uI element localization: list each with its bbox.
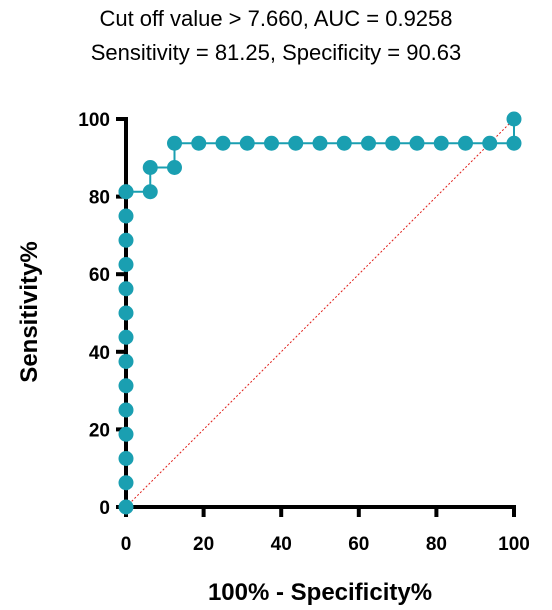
roc-data-point [118, 329, 134, 345]
tick-labels: 0 20 40 60 80 100 0 20 40 60 80 100 [78, 110, 530, 555]
chart-title: Cut off value > 7.660, AUC = 0.9258 [99, 6, 453, 31]
x-tick-label: 100 [498, 534, 530, 555]
roc-data-point [118, 426, 134, 442]
x-tick-label: 0 [121, 534, 132, 555]
roc-data-point [118, 402, 134, 418]
roc-data-point [167, 135, 182, 151]
y-tick-label: 0 [99, 498, 110, 519]
roc-data-point [264, 135, 279, 151]
roc-data-point [433, 135, 449, 151]
chart-subtitle: Sensitivity = 81.25, Specificity = 90.63 [90, 40, 462, 65]
reference-line-layer [125, 118, 515, 508]
roc-data-point [118, 499, 134, 515]
roc-data-point [312, 135, 328, 151]
roc-data-point [142, 160, 158, 175]
roc-data-point [215, 135, 231, 151]
roc-data-point [118, 281, 134, 297]
roc-data-point [409, 135, 425, 151]
roc-data-point [458, 135, 473, 151]
roc-data-point [506, 111, 522, 127]
x-tick-label: 20 [193, 534, 214, 555]
x-tick-label: 60 [348, 534, 369, 555]
roc-data-point [167, 160, 182, 175]
roc-data-point [385, 135, 401, 151]
roc-data-point [118, 305, 134, 321]
roc-data-point [118, 232, 134, 248]
y-tick-label: 60 [89, 265, 110, 286]
roc-data-point [288, 135, 304, 151]
reference-diagonal-line [125, 118, 515, 508]
roc-data-point [118, 184, 134, 200]
roc-data-point [191, 135, 207, 151]
roc-data-point [336, 135, 352, 151]
x-tick-label: 40 [271, 534, 292, 555]
roc-data-point [118, 354, 134, 369]
y-tick-label: 20 [89, 420, 110, 441]
roc-data-point [142, 184, 158, 200]
roc-data-point [118, 208, 134, 224]
roc-data-point [361, 135, 376, 151]
y-tick-label: 40 [89, 343, 110, 364]
roc-data-point [118, 257, 134, 272]
x-axis-title: 100% - Specificity% [208, 579, 432, 606]
roc-data-point [482, 135, 498, 151]
roc-data-point [239, 135, 255, 151]
roc-data-point [118, 378, 134, 394]
y-tick-label: 100 [78, 110, 110, 131]
roc-points-layer [118, 111, 522, 515]
x-tick-label: 80 [426, 534, 447, 555]
roc-data-point [118, 451, 134, 466]
roc-data-point [506, 135, 522, 151]
roc-data-point [118, 475, 134, 491]
y-tick-label: 80 [89, 188, 110, 209]
y-axis-title: Sensitivity% [16, 241, 43, 382]
